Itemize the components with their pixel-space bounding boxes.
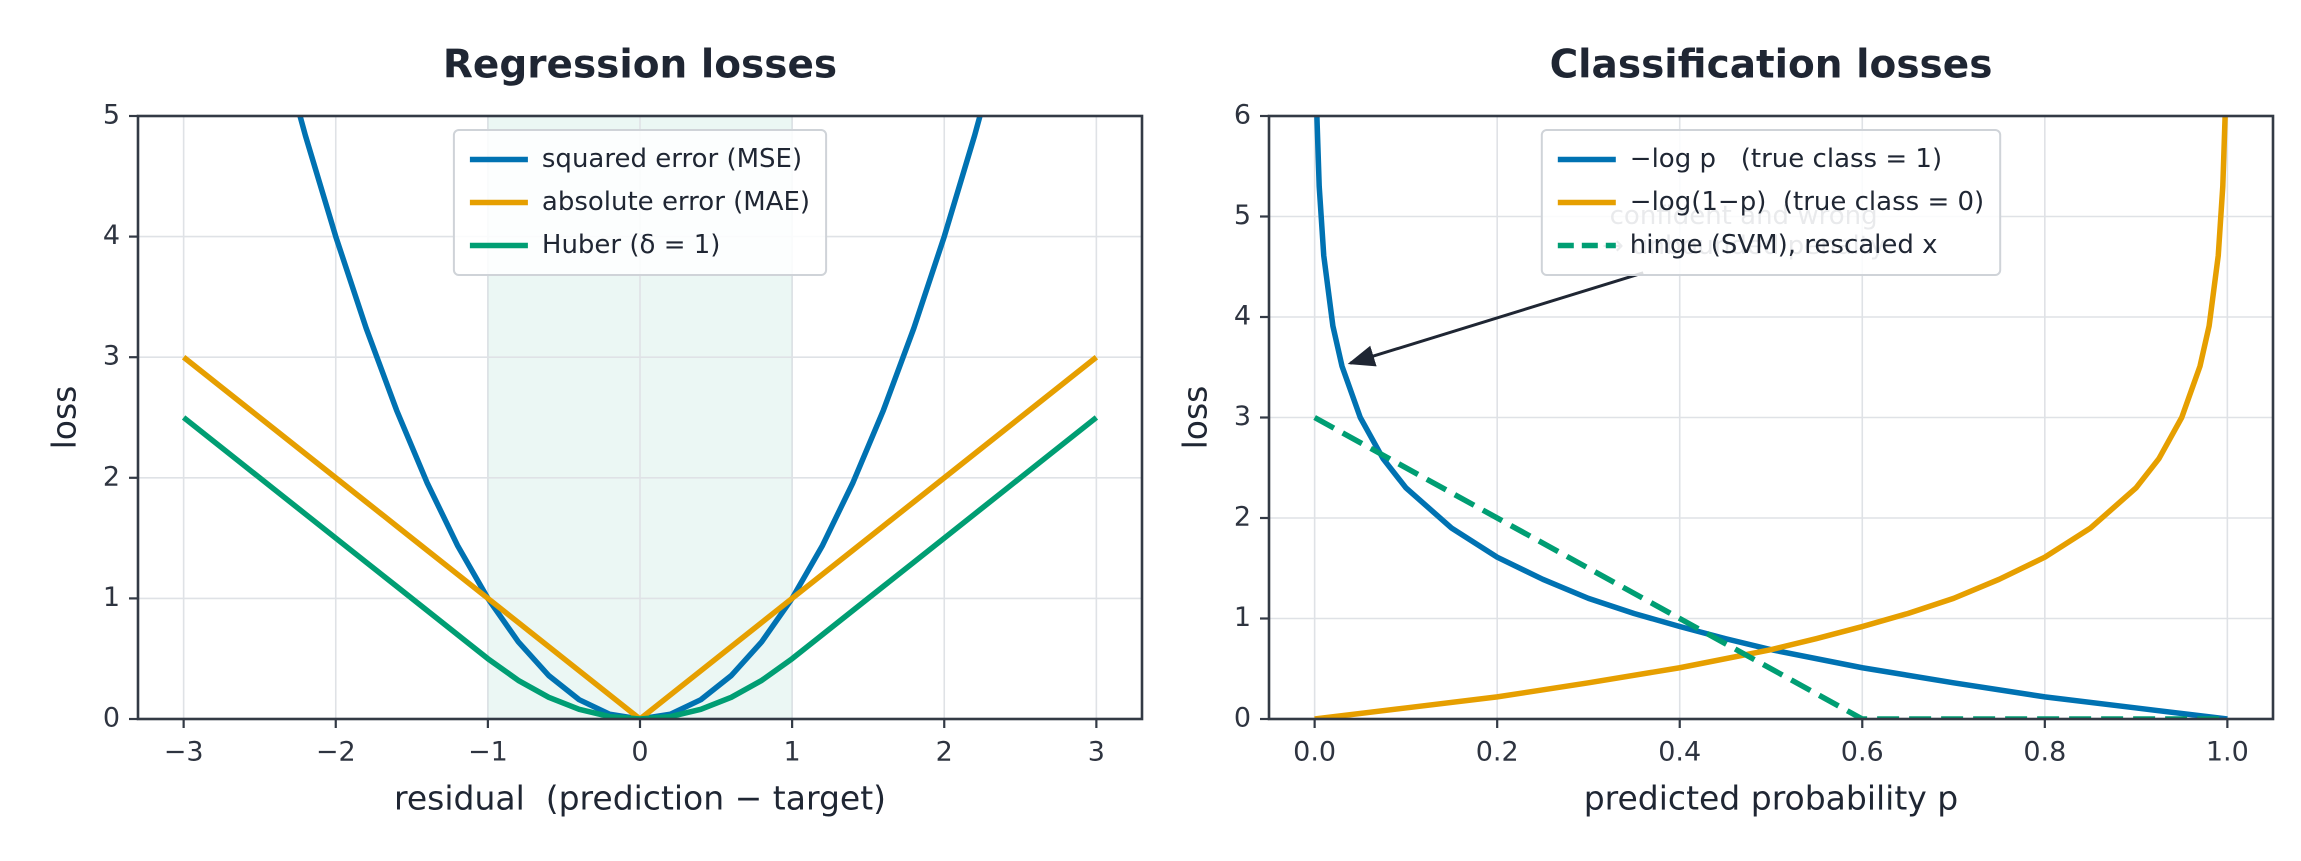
x-tick-label: 1.0 [2206,737,2249,768]
line-series [1313,415,2228,719]
x-axis-label: residual (prediction − target) [394,779,886,818]
legend-label: squared error (MSE) [542,144,802,174]
legend-label: Huber (δ = 1) [542,230,721,260]
x-tick-label: 1 [784,737,801,768]
x-tick-label: −3 [164,737,204,768]
chart-title: Classification losses [1550,43,1993,88]
axes-frame [136,114,1144,721]
y-axis-label: loss [45,386,84,450]
legend-box [452,129,828,276]
x-tick-label: 0.8 [2023,737,2066,768]
y-tick-label: 1 [103,582,120,613]
line-series [1314,116,2228,719]
y-tick-label: 0 [1234,703,1251,734]
line-series [1314,116,2228,719]
chart-title: Regression losses [443,43,837,88]
line-series [181,415,1099,719]
x-tick-label: 0.4 [1658,737,1701,768]
x-tick-label: 0.2 [1476,737,1519,768]
x-tick-label: 3 [1088,737,1105,768]
y-tick-label: 2 [103,461,120,492]
line-series [297,116,983,719]
legend-label: hinge (SVM), rescaled x [1630,230,1938,260]
legend-label: absolute error (MAE) [542,187,810,217]
legend: squared error (MSE) absolute error (MAE) H… [452,129,828,276]
y-tick-label: 4 [103,220,120,251]
x-axis-label: predicted probability p [1584,779,1959,818]
x-tick-label: −1 [468,737,508,768]
legend: −log p (true class = 1) −log(1−p) (true c… [1540,129,2002,276]
legend-label: −log(1−p) (true class = 0) [1630,187,1984,217]
subplot: Classification losses predicted probabili… [1176,43,2275,818]
x-tick-label: −2 [316,737,356,768]
x-tick-label: 2 [936,737,953,768]
y-tick-label: 2 [1234,502,1251,533]
y-tick-label: 6 [1234,100,1251,131]
y-tick-label: 5 [103,100,120,131]
legend-box [1540,129,2002,276]
series-group [181,116,1099,719]
annotation-arrow [1347,271,1644,367]
y-tick-label: 1 [1234,602,1251,633]
y-tick-label: 0 [103,703,120,734]
x-tick-label: 0 [631,737,648,768]
y-tick-label: 4 [1234,301,1251,332]
y-axis-label: loss [1176,386,1215,450]
series-group [1313,116,2228,719]
y-tick-label: 3 [103,341,120,372]
axes-frame [1267,114,2275,721]
y-tick-label: 5 [1234,200,1251,231]
y-tick-label: 3 [1234,401,1251,432]
x-tick-label: 0.6 [1841,737,1884,768]
legend-label: −log p (true class = 1) [1630,144,1942,174]
x-tick-label: 0.0 [1293,737,1336,768]
subplot: Regression losses residual (prediction − … [45,43,1144,818]
line-series [181,355,1099,719]
